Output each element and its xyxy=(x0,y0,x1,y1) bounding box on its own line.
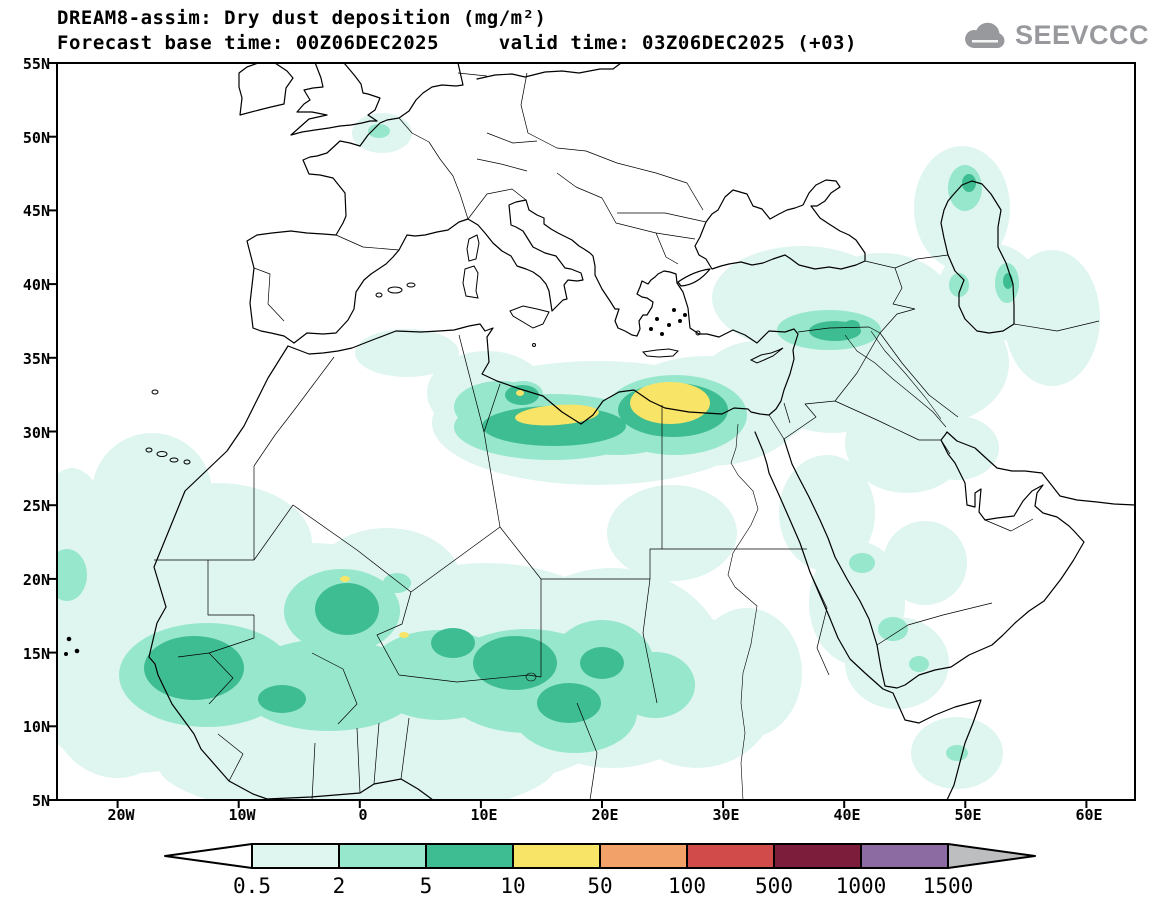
lon-label-10e: 10E xyxy=(470,806,498,824)
colorbar-seg-level6 xyxy=(686,843,775,869)
logo-text: SEEVCCC xyxy=(1014,20,1149,50)
lat-label-25n: 25N xyxy=(22,497,50,515)
colorbar-label-50: 50 xyxy=(587,874,612,898)
lon-label-50e: 50E xyxy=(954,806,982,824)
title-line-2: Forecast base time: 00Z06DEC2025 valid t… xyxy=(57,32,857,54)
map-frame xyxy=(56,62,1136,801)
lon-label-20w: 20W xyxy=(107,806,135,824)
colorbar-label-100: 100 xyxy=(668,874,706,898)
colorbar-label-500: 500 xyxy=(755,874,793,898)
rivers xyxy=(525,330,947,800)
dust-shading-level4 xyxy=(340,382,710,638)
colorbar-seg-level4 xyxy=(512,843,601,869)
lon-label-40e: 40E xyxy=(833,806,861,824)
lat-label-35n: 35N xyxy=(22,350,50,368)
lon-label-20e: 20E xyxy=(591,806,619,824)
lat-label-20n: 20N xyxy=(22,571,50,589)
country-borders xyxy=(154,72,1100,800)
colorbar: 0.5 2 5 10 50 100 500 1000 1500 xyxy=(164,843,1036,898)
lat-label-5n: 5N xyxy=(31,792,50,810)
colorbar-label-1500: 1500 xyxy=(923,874,974,898)
lat-label-30n: 30N xyxy=(22,424,50,442)
seevccc-logo: SEEVCCC xyxy=(962,20,1149,51)
axis-ticks xyxy=(49,62,1088,808)
colorbar-label-10: 10 xyxy=(500,874,525,898)
lat-label-15n: 15N xyxy=(22,645,50,663)
lon-label-10w: 10W xyxy=(228,806,256,824)
colorbar-label-2: 2 xyxy=(333,874,346,898)
lon-label-0: 0 xyxy=(358,806,368,824)
lon-label-30e: 30E xyxy=(712,806,740,824)
lon-label-60e: 60E xyxy=(1075,806,1103,824)
coastlines xyxy=(148,63,1135,800)
colorbar-arrow-above xyxy=(947,843,1036,869)
forecast-map xyxy=(49,62,1136,808)
cloud-icon xyxy=(965,22,1005,48)
colorbar-seg-level8 xyxy=(860,843,949,869)
lat-label-50n: 50N xyxy=(22,129,50,147)
colorbar-seg-level2 xyxy=(338,843,427,869)
colorbar-arrow-below xyxy=(164,843,253,869)
islands xyxy=(64,234,784,656)
title-line-1: DREAM8-assim: Dry dust deposition (mg/m²… xyxy=(57,7,547,29)
colorbar-label-1000: 1000 xyxy=(836,874,887,898)
lat-label-45n: 45N xyxy=(22,202,50,220)
lat-label-10n: 10N xyxy=(22,718,50,736)
lat-label-40n: 40N xyxy=(22,276,50,294)
colorbar-seg-level1 xyxy=(251,843,340,869)
colorbar-seg-level7 xyxy=(773,843,862,869)
colorbar-label-5: 5 xyxy=(420,874,433,898)
colorbar-seg-level3 xyxy=(425,843,514,869)
colorbar-seg-level5 xyxy=(599,843,688,869)
lat-label-55n: 55N xyxy=(22,55,50,73)
colorbar-label-0-5: 0.5 xyxy=(233,874,271,898)
